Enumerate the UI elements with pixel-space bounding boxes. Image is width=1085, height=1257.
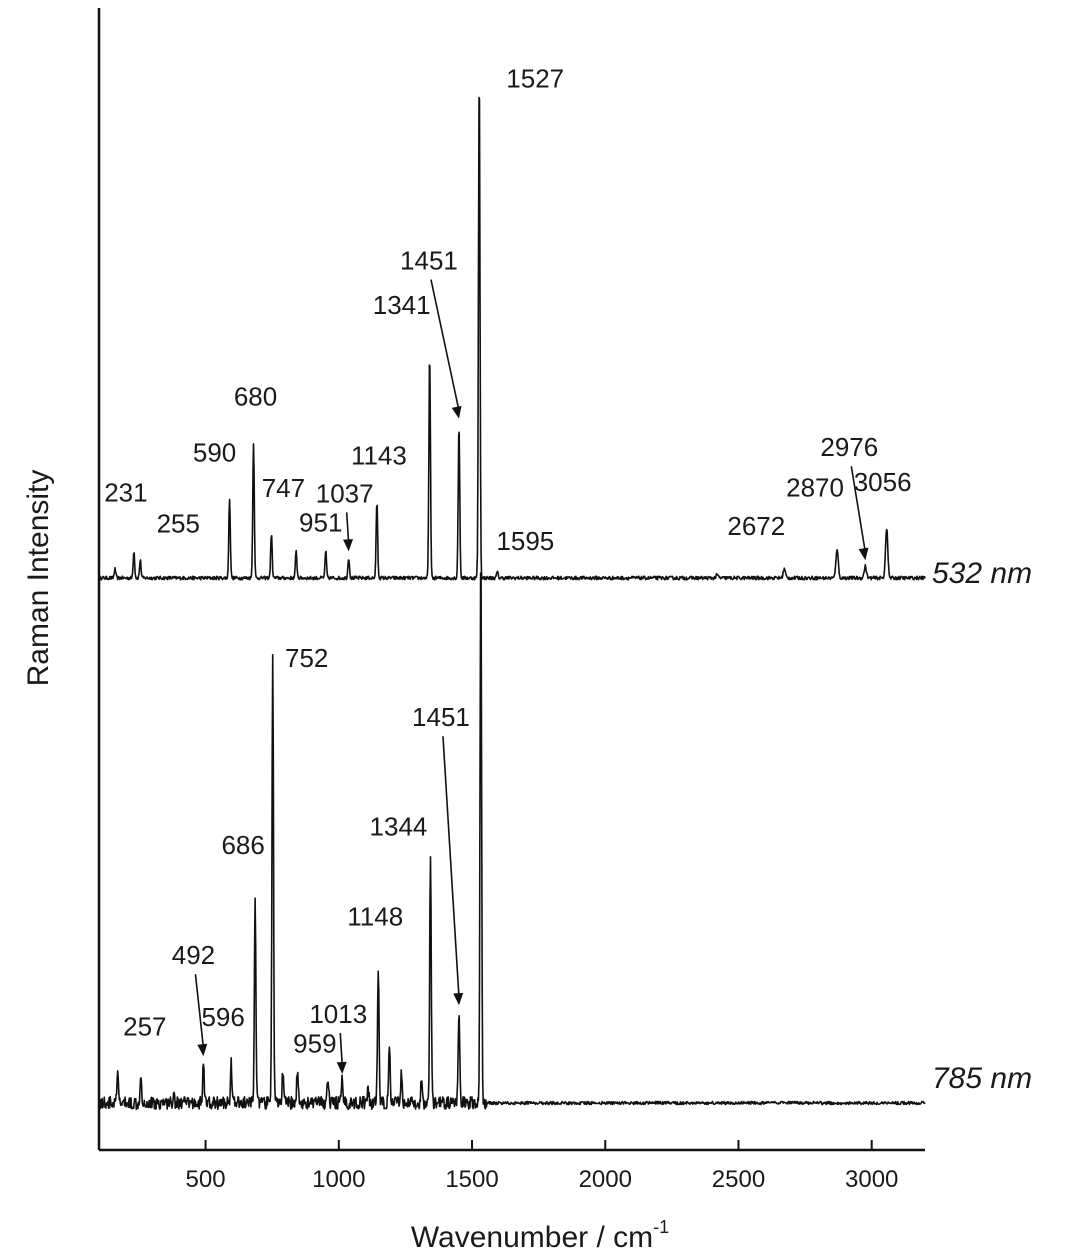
peak-label-1-596: 596 bbox=[201, 1002, 244, 1032]
peak-label-1-752: 752 bbox=[285, 643, 328, 673]
peak-label-0-680: 680 bbox=[234, 381, 277, 411]
peak-label-0-1451: 1451 bbox=[400, 246, 458, 276]
peak-arrow-1-1013 bbox=[339, 1033, 344, 1067]
peak-arrow-1-1451 bbox=[442, 736, 460, 998]
series-label-785nm: 785 nm bbox=[932, 1062, 1032, 1095]
peak-label-0-747: 747 bbox=[262, 473, 305, 503]
spectrum-line-785nm bbox=[98, 572, 926, 1111]
peak-label-0-255: 255 bbox=[157, 508, 200, 538]
peak-label-1-1451: 1451 bbox=[412, 702, 470, 732]
peak-arrow-0-1037 bbox=[345, 512, 350, 544]
peak-label-1-1148: 1148 bbox=[347, 901, 403, 931]
peak-label-1-1013: 1013 bbox=[309, 999, 367, 1029]
peak-label-1-1344: 1344 bbox=[370, 812, 428, 842]
x-axis-title-superscript: -1 bbox=[653, 1217, 669, 1237]
peak-label-0-1037: 1037 bbox=[316, 478, 374, 508]
x-axis-title: Wavenumber / cm-1 bbox=[411, 1217, 669, 1254]
x-tick-label-1500: 1500 bbox=[445, 1166, 498, 1193]
peak-arrowhead-0-1451 bbox=[451, 405, 462, 419]
x-ticks: 500 1000 1500 2000 2500 3000 bbox=[186, 1140, 898, 1193]
peak-arrowhead-1-1451 bbox=[453, 992, 464, 1006]
peak-arrowhead-0-1037 bbox=[343, 539, 354, 552]
spectrum-line-532nm bbox=[98, 96, 926, 581]
peak-label-1-959: 959 bbox=[293, 1029, 336, 1059]
peak-label-1-257: 257 bbox=[123, 1011, 166, 1041]
peak-arrowhead-0-2976 bbox=[858, 547, 869, 561]
x-tick-label-500: 500 bbox=[186, 1166, 226, 1193]
y-axis-title: Raman Intensity bbox=[22, 470, 55, 687]
x-tick-label-2500: 2500 bbox=[712, 1166, 765, 1193]
peak-label-0-2672: 2672 bbox=[727, 511, 785, 541]
series-layer bbox=[98, 96, 926, 1111]
peak-arrowhead-1-492 bbox=[197, 1043, 208, 1057]
peak-arrow-1-492 bbox=[194, 974, 205, 1049]
peak-label-0-231: 231 bbox=[104, 477, 147, 507]
peak-label-0-1595: 1595 bbox=[496, 526, 554, 556]
x-tick-label-3000: 3000 bbox=[845, 1166, 898, 1193]
peak-label-0-1341: 1341 bbox=[373, 290, 431, 320]
peak-label-0-951: 951 bbox=[299, 507, 342, 537]
series-labels: 532 nm 785 nm bbox=[932, 557, 1032, 1095]
x-tick-label-2000: 2000 bbox=[579, 1166, 632, 1193]
x-tick-label-1000: 1000 bbox=[312, 1166, 365, 1193]
peak-arrowhead-1-1013 bbox=[336, 1061, 347, 1075]
peak-label-1-492: 492 bbox=[172, 940, 215, 970]
peak-label-0-590: 590 bbox=[193, 437, 236, 467]
x-axis-title-main: Wavenumber / cm bbox=[411, 1221, 653, 1254]
peak-label-0-1527: 1527 bbox=[506, 64, 564, 94]
peak-label-0-1143: 1143 bbox=[351, 440, 407, 470]
peak-arrow-0-2976 bbox=[850, 466, 867, 553]
peak-label-1-686: 686 bbox=[221, 830, 264, 860]
peak-label-0-3056: 3056 bbox=[854, 467, 912, 497]
peak-label-0-2870: 2870 bbox=[786, 473, 844, 503]
peak-label-0-2976: 2976 bbox=[820, 432, 878, 462]
series-label-532nm: 532 nm bbox=[932, 557, 1032, 590]
peak-arrow-0-1451 bbox=[430, 279, 460, 411]
